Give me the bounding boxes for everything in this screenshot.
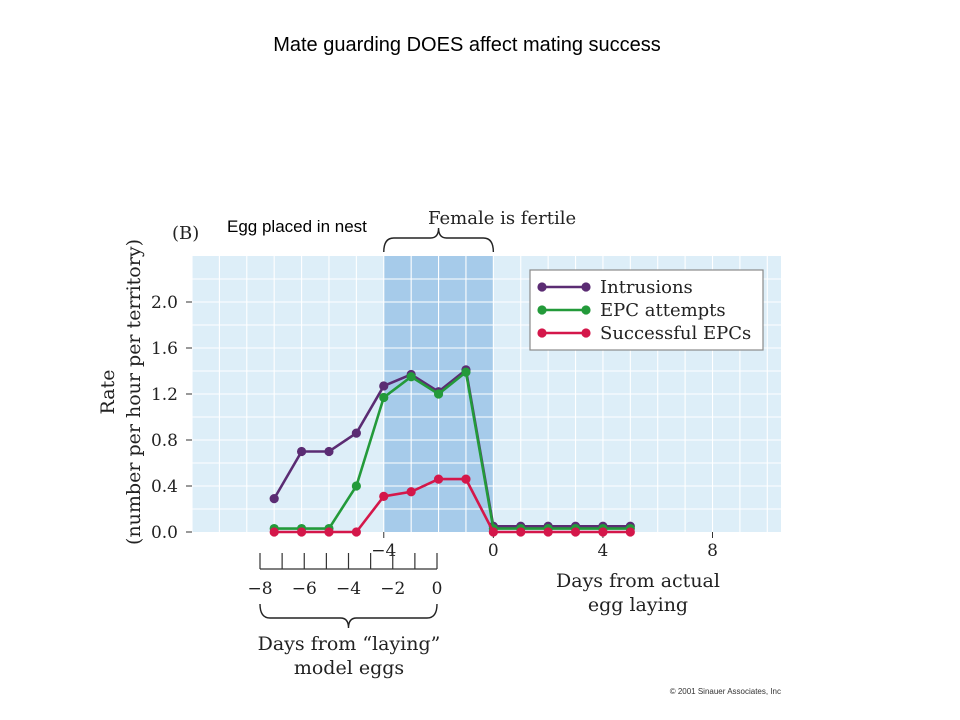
- legend-label: Intrusions: [600, 277, 693, 298]
- series-successful-epcs: [269, 474, 635, 537]
- slide-title: Mate guarding DOES affect mating success: [273, 34, 661, 56]
- x-tick-label-model: −8: [247, 579, 272, 599]
- y-tick-label: 2.0: [151, 293, 178, 313]
- x-axis-model: −8 −6 −4 −2 0: [247, 553, 442, 599]
- data-point: [379, 381, 389, 391]
- x-tick-label-actual: −4: [371, 541, 396, 561]
- x-tick-label-model: −6: [292, 579, 317, 599]
- data-point: [379, 491, 389, 501]
- annotation-egg-placed: Egg placed in nest: [227, 217, 367, 236]
- x-tick-label-model: −2: [380, 579, 405, 599]
- data-point: [296, 527, 307, 537]
- panel-label: (B): [172, 223, 199, 244]
- x-axis-model-label-line2: model eggs: [294, 657, 404, 679]
- x-tick-label-actual: 0: [488, 541, 499, 561]
- y-tick-label: 1.2: [151, 385, 178, 405]
- legend-swatch-dot: [537, 305, 547, 315]
- y-tick-label: 0.0: [151, 523, 178, 543]
- y-axis-label-line2: (number per hour per territory): [123, 239, 145, 545]
- data-point: [488, 527, 498, 537]
- data-point: [433, 389, 444, 399]
- data-point: [324, 527, 334, 537]
- data-point: [324, 446, 334, 457]
- data-point: [461, 367, 471, 377]
- x-tick-label-model: 0: [432, 579, 443, 599]
- copyright: © 2001 Sinauer Associates, Inc: [670, 687, 781, 696]
- x-axis-model-label-line1: Days from “laying”: [258, 633, 441, 655]
- x-axis-actual-label-line2: egg laying: [588, 594, 688, 616]
- y-tick-label: 0.8: [151, 431, 178, 451]
- y-tick-label: 0.4: [151, 477, 178, 497]
- legend-swatch-dot: [581, 328, 591, 338]
- fertile-brace: [383, 227, 495, 253]
- y-axis-label-line1: Rate: [97, 370, 119, 415]
- data-point: [379, 392, 389, 403]
- data-point: [269, 494, 279, 504]
- legend-swatch-dot: [581, 305, 591, 315]
- y-axis: 0.0 0.4 0.8 1.2 1.6 2.0: [151, 293, 192, 543]
- data-point: [598, 527, 608, 537]
- x-tick-label-model: −4: [336, 579, 361, 599]
- x-tick-label-actual: 8: [707, 541, 718, 561]
- x-axis-actual-label-line1: Days from actual: [556, 570, 720, 592]
- data-point: [406, 372, 416, 382]
- legend-swatch-dot: [537, 328, 547, 338]
- legend-swatch-dot: [537, 282, 547, 292]
- data-point: [516, 527, 526, 537]
- data-point: [433, 474, 444, 484]
- data-point: [570, 527, 581, 537]
- data-point: [461, 474, 471, 484]
- y-tick-label: 1.6: [151, 339, 178, 359]
- data-point: [296, 446, 307, 457]
- data-point: [625, 527, 635, 537]
- legend-label: Successful EPCs: [600, 323, 751, 344]
- data-point: [543, 527, 553, 537]
- legend-label: EPC attempts: [600, 300, 726, 321]
- data-point: [351, 527, 361, 537]
- y-axis-label: Rate (number per hour per territory): [97, 239, 145, 545]
- model-brace: [259, 603, 438, 629]
- x-axis-actual: −4 0 4 8: [371, 532, 718, 561]
- legend-swatch-dot: [581, 282, 591, 292]
- series-layer: [269, 365, 635, 537]
- x-tick-label-actual: 4: [598, 541, 609, 561]
- data-point: [269, 527, 279, 537]
- data-point: [351, 428, 361, 438]
- legend-box: [529, 269, 764, 351]
- data-point: [406, 487, 416, 497]
- fertile-label: Female is fertile: [428, 208, 576, 229]
- data-point: [351, 481, 361, 491]
